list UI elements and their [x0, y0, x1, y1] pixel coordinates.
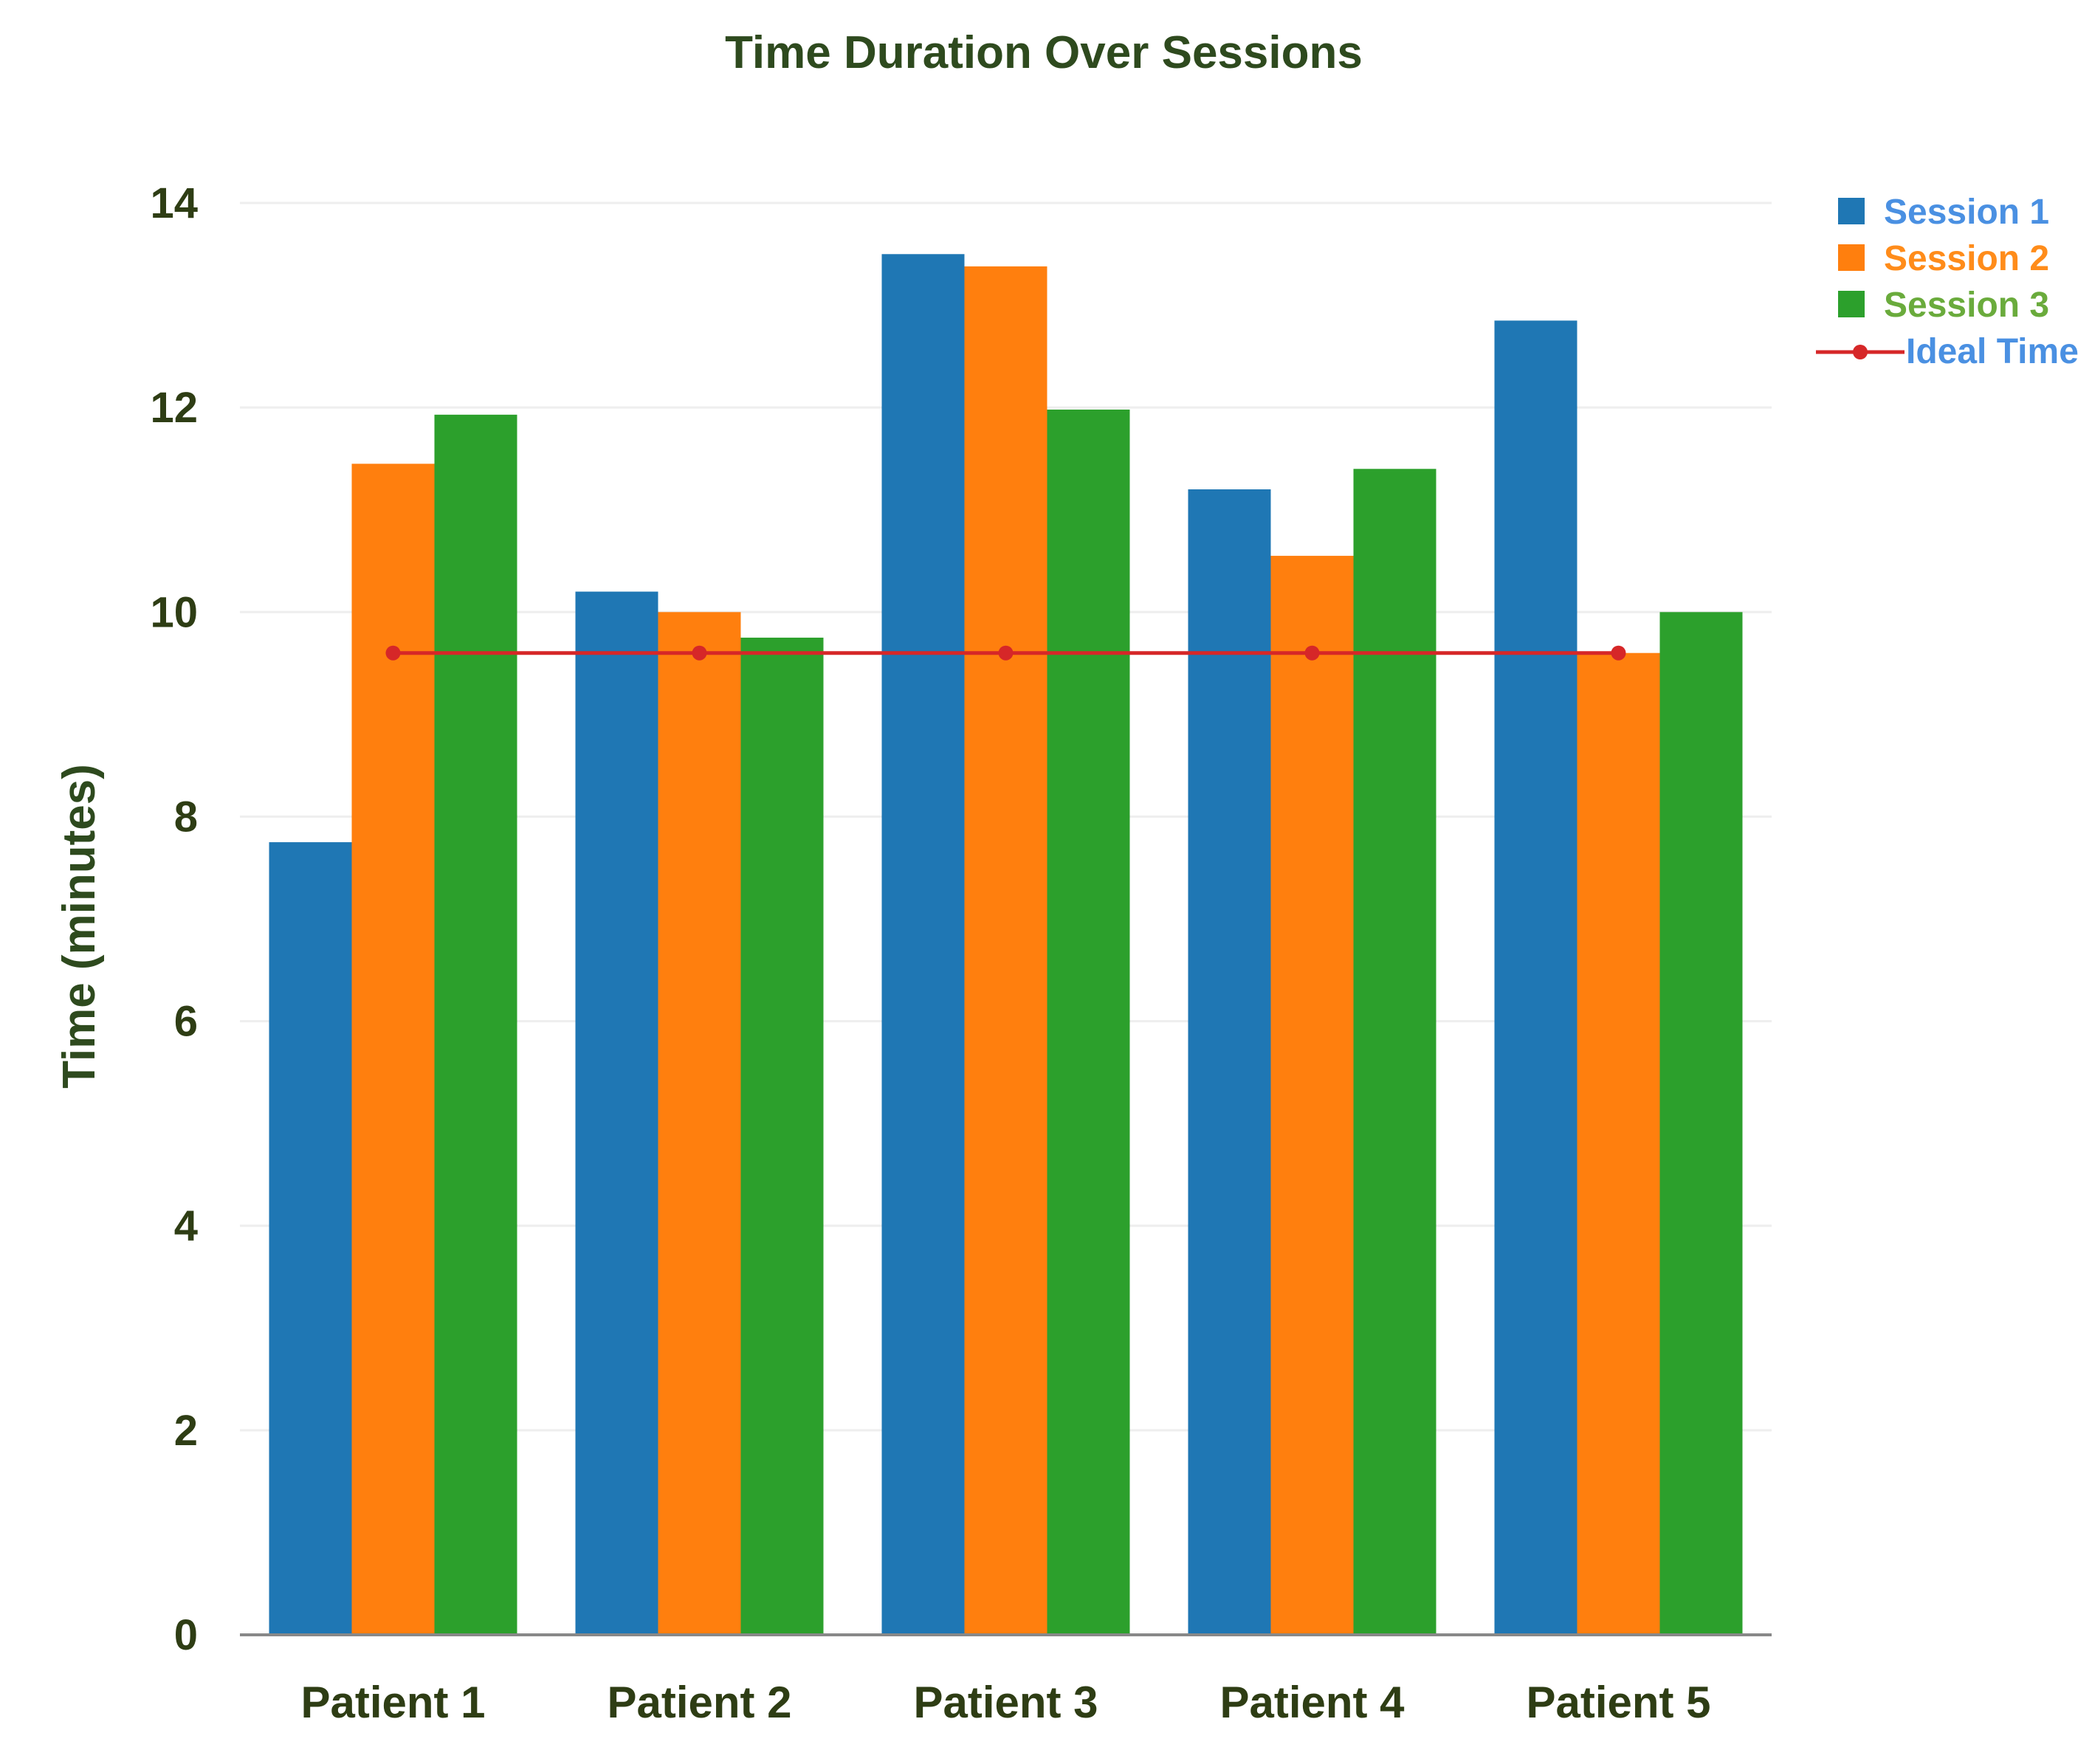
- bar-patient-1-session-3: [434, 414, 517, 1636]
- bar-patient-4-session-2: [1270, 556, 1354, 1635]
- bar-patient-3-session-3: [1047, 409, 1130, 1635]
- bar-patient-2-session-1: [575, 591, 658, 1635]
- chart-title: Time Duration Over Sessions: [725, 27, 1363, 78]
- bar-patient-4-session-1: [1188, 489, 1271, 1635]
- y-tick-label-10: 10: [150, 588, 198, 636]
- y-tick-label-0: 0: [174, 1611, 198, 1659]
- legend-label-session-2: Session 2: [1884, 239, 2049, 278]
- x-tick-label-patient-5: Patient 5: [1526, 1678, 1710, 1727]
- legend-swatch-session-3: [1838, 291, 1865, 317]
- y-axis-label: Time (minutes): [54, 764, 105, 1089]
- legend-label-session-1: Session 1: [1884, 193, 2049, 232]
- ideal-time-point-patient-5: [1611, 645, 1626, 661]
- x-tick-label-patient-1: Patient 1: [300, 1678, 485, 1727]
- legend-label-session-3: Session 3: [1884, 286, 2049, 325]
- legend-label-ideal-time: Ideal Time: [1906, 332, 2079, 371]
- bar-patient-5-session-3: [1659, 612, 1743, 1636]
- bar-patient-5-session-2: [1577, 652, 1660, 1635]
- ideal-time-point-patient-3: [998, 645, 1014, 661]
- legend-swatch-session-2: [1838, 244, 1865, 271]
- y-tick-label-14: 14: [150, 179, 198, 227]
- bar-patient-1-session-1: [269, 842, 352, 1635]
- ideal-time-point-patient-1: [385, 645, 401, 661]
- y-tick-label-6: 6: [174, 998, 198, 1046]
- bar-patient-1-session-2: [351, 464, 435, 1635]
- y-tick-label-8: 8: [174, 793, 198, 841]
- bar-patient-4-session-3: [1353, 469, 1436, 1636]
- ideal-time-line: [385, 645, 1626, 661]
- axes: 0 2 4 6 8 10 12 14 Patient 1 Patient 2 Patient 3 Pa…: [150, 179, 1772, 1727]
- bar-patient-5-session-1: [1494, 320, 1577, 1635]
- bar-patient-3-session-2: [964, 266, 1047, 1635]
- x-tick-label-patient-3: Patient 3: [913, 1678, 1098, 1727]
- bar-patient-2-session-2: [658, 612, 741, 1636]
- y-tick-label-12: 12: [150, 384, 198, 432]
- bar-patient-3-session-1: [881, 254, 965, 1636]
- x-tick-label-patient-4: Patient 4: [1219, 1678, 1405, 1727]
- y-tick-label-2: 2: [174, 1407, 198, 1455]
- bar-patient-2-session-3: [740, 637, 824, 1635]
- legend-marker-ideal-time: [1853, 345, 1868, 359]
- x-tick-label-patient-2: Patient 2: [607, 1678, 791, 1727]
- legend[interactable]: Session 1 Session 2 Session 3 Ideal Time: [1816, 193, 2079, 371]
- ideal-time-point-patient-4: [1304, 645, 1320, 661]
- legend-swatch-session-1: [1838, 198, 1865, 224]
- ideal-time-point-patient-2: [692, 645, 707, 661]
- bars: [269, 254, 1743, 1636]
- y-tick-label-4: 4: [174, 1202, 198, 1250]
